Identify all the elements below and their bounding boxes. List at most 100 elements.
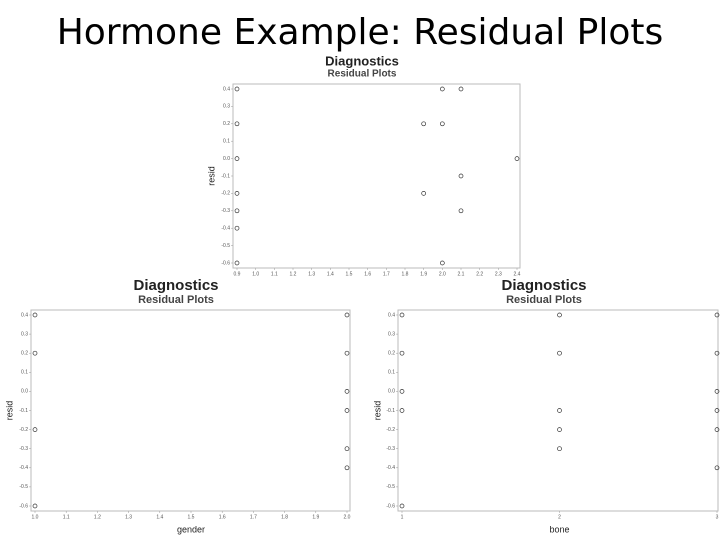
y-tick-label: -0.3 bbox=[19, 446, 28, 452]
point bbox=[344, 350, 350, 356]
point bbox=[557, 350, 562, 356]
y-tick-label: -0.4 bbox=[386, 465, 395, 471]
y-tick-label: -0.4 bbox=[221, 226, 230, 232]
x-tick-label: 1.7 bbox=[250, 514, 257, 520]
x-tick-label: 2.1 bbox=[458, 271, 465, 277]
y-tick-label: 0.1 bbox=[223, 139, 230, 145]
point bbox=[32, 350, 38, 356]
x-tick-label: 1.3 bbox=[125, 514, 132, 520]
chart-subtitle: Residual Plots bbox=[506, 294, 582, 306]
point bbox=[439, 121, 445, 127]
point bbox=[32, 312, 38, 318]
y-tick-label: -0.1 bbox=[386, 408, 395, 414]
point bbox=[32, 427, 38, 432]
x-tick-label: 1.4 bbox=[327, 271, 334, 277]
x-tick-label: 1.2 bbox=[94, 514, 101, 520]
y-tick-label: 0.1 bbox=[388, 370, 395, 376]
point bbox=[714, 389, 720, 394]
x-tick-label: 1.5 bbox=[346, 271, 353, 277]
y-tick-label: 0.3 bbox=[21, 331, 28, 337]
x-axis-label: bone bbox=[549, 524, 569, 534]
point bbox=[399, 389, 405, 394]
x-tick-label: 1.9 bbox=[312, 514, 319, 520]
y-tick-label: 0.2 bbox=[223, 121, 230, 127]
x-tick-label: 1.9 bbox=[420, 271, 427, 277]
point bbox=[344, 312, 350, 318]
point bbox=[399, 312, 405, 318]
plot-frame bbox=[397, 309, 719, 512]
y-tick-label: 0.3 bbox=[223, 104, 230, 110]
point bbox=[234, 191, 240, 196]
point bbox=[399, 408, 405, 413]
x-tick-label: 1.8 bbox=[281, 514, 288, 520]
point bbox=[514, 156, 520, 161]
y-axis-label: resid bbox=[4, 401, 14, 421]
point bbox=[344, 389, 350, 394]
slide-title: Hormone Example: Residual Plots bbox=[57, 12, 664, 53]
y-tick-label: -0.5 bbox=[386, 484, 395, 490]
point bbox=[439, 260, 445, 266]
point bbox=[234, 208, 240, 214]
chart-title: Diagnostics bbox=[501, 277, 586, 294]
x-tick-label: 1.5 bbox=[188, 514, 195, 520]
y-tick-label: -0.5 bbox=[19, 484, 28, 490]
y-tick-label: 0.3 bbox=[388, 331, 395, 337]
point bbox=[458, 208, 464, 214]
x-tick-label: 1.4 bbox=[156, 514, 163, 520]
y-tick-label: -0.3 bbox=[221, 208, 230, 214]
plot-frame bbox=[30, 309, 351, 512]
point bbox=[399, 350, 405, 356]
chart-subtitle: Residual Plots bbox=[328, 69, 397, 80]
point bbox=[344, 465, 350, 471]
x-tick-label: 1.0 bbox=[32, 514, 39, 520]
point bbox=[714, 465, 720, 471]
point bbox=[557, 312, 562, 318]
point bbox=[234, 225, 240, 231]
point bbox=[32, 503, 38, 509]
y-tick-label: -0.4 bbox=[19, 465, 28, 471]
x-tick-label: 1.1 bbox=[271, 271, 278, 277]
point bbox=[714, 350, 720, 356]
y-tick-label: -0.1 bbox=[19, 408, 28, 414]
point bbox=[344, 408, 350, 413]
point bbox=[421, 121, 427, 127]
point bbox=[458, 173, 464, 179]
x-tick-label: 1.6 bbox=[219, 514, 226, 520]
point bbox=[234, 156, 240, 161]
y-tick-label: -0.5 bbox=[221, 243, 230, 249]
x-tick-label: 2.4 bbox=[514, 271, 521, 277]
y-tick-label: 0.4 bbox=[223, 86, 230, 92]
point bbox=[234, 86, 240, 92]
x-tick-label: 2.3 bbox=[495, 271, 502, 277]
point bbox=[399, 503, 405, 509]
point bbox=[557, 446, 562, 452]
chart-title: Diagnostics bbox=[325, 53, 399, 68]
plot-frame bbox=[232, 83, 521, 269]
y-tick-label: 0.0 bbox=[388, 389, 395, 395]
y-tick-label: 0.4 bbox=[21, 312, 28, 318]
point bbox=[421, 191, 427, 196]
y-tick-label: 0.1 bbox=[21, 370, 28, 376]
x-tick-label: 1.1 bbox=[63, 514, 70, 520]
y-axis-label: resid bbox=[372, 401, 382, 421]
x-tick-label: 1 bbox=[401, 514, 404, 520]
x-tick-label: 2.0 bbox=[439, 271, 446, 277]
x-tick-label: 2 bbox=[558, 514, 561, 520]
x-tick-label: 3 bbox=[716, 514, 719, 520]
point bbox=[458, 86, 464, 92]
x-tick-label: 1.7 bbox=[383, 271, 390, 277]
y-tick-label: -0.2 bbox=[221, 191, 230, 197]
x-tick-label: 1.0 bbox=[252, 271, 259, 277]
point bbox=[557, 408, 562, 413]
y-tick-label: 0.2 bbox=[21, 351, 28, 357]
point bbox=[557, 427, 562, 432]
chart-subtitle: Residual Plots bbox=[138, 294, 214, 306]
chart-title: Diagnostics bbox=[133, 277, 218, 294]
x-tick-label: 2.0 bbox=[344, 514, 351, 520]
point bbox=[714, 427, 720, 432]
x-tick-label: 1.6 bbox=[364, 271, 371, 277]
x-tick-label: 1.2 bbox=[290, 271, 297, 277]
x-axis-label: gender bbox=[177, 524, 205, 534]
